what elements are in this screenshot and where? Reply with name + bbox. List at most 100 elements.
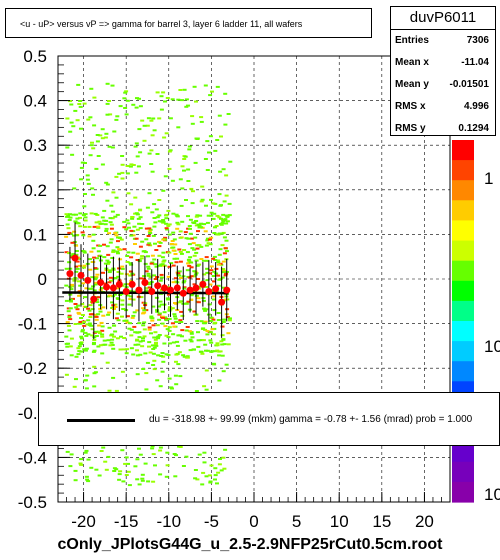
profile-point	[103, 283, 111, 291]
density-cell	[78, 225, 83, 228]
density-cell	[91, 239, 96, 242]
density-cell	[150, 254, 155, 257]
density-cell	[201, 297, 206, 300]
density-cell	[174, 353, 179, 356]
density-cell	[84, 306, 88, 309]
density-cell	[74, 253, 79, 256]
density-cell	[77, 103, 82, 105]
density-cell	[139, 257, 144, 260]
density-cell	[93, 330, 98, 333]
density-cell	[187, 145, 192, 148]
density-cell	[218, 350, 223, 353]
density-cell	[165, 451, 170, 454]
density-cell	[79, 317, 84, 319]
density-cell	[141, 307, 146, 310]
y-tick-label: -0.5	[18, 493, 47, 512]
density-cell	[85, 478, 90, 481]
density-cell	[166, 336, 171, 339]
density-cell	[180, 99, 185, 102]
density-cell	[66, 215, 71, 217]
density-cell	[205, 239, 210, 242]
density-cell	[195, 320, 200, 323]
density-cell	[92, 341, 96, 344]
density-cell	[81, 234, 86, 237]
density-cell	[91, 193, 95, 196]
density-cell	[171, 246, 176, 249]
density-cell	[92, 96, 97, 99]
density-cell	[167, 326, 172, 329]
profile-point	[205, 287, 213, 295]
density-cell	[92, 385, 97, 388]
density-cell	[129, 256, 134, 259]
density-cell	[178, 319, 183, 322]
density-cell	[76, 304, 81, 307]
density-cell	[75, 217, 80, 220]
density-cell	[120, 267, 125, 270]
density-cell	[130, 216, 135, 218]
density-cell	[76, 83, 81, 86]
density-cell	[172, 453, 177, 455]
density-cell	[109, 227, 114, 230]
density-cell	[175, 340, 180, 343]
density-cell	[100, 216, 105, 219]
density-cell	[176, 98, 181, 101]
y-tick-label: 0	[38, 270, 47, 289]
density-cell	[161, 189, 166, 192]
stats-box: duvP6011 Entries 7306 Mean x -11.04 Mean…	[390, 6, 496, 136]
density-cell	[221, 321, 226, 323]
density-cell	[192, 270, 197, 273]
density-cell	[88, 304, 93, 307]
density-cell	[180, 314, 185, 317]
density-cell	[180, 220, 185, 223]
density-cell	[72, 279, 77, 282]
density-cell	[164, 227, 169, 230]
density-cell	[157, 305, 162, 308]
profile-point	[199, 280, 207, 288]
density-cell	[82, 321, 86, 324]
density-cell	[136, 165, 141, 168]
density-cell	[224, 239, 229, 242]
density-cell	[149, 163, 154, 165]
y-tick-label: -0.4	[18, 448, 47, 467]
density-cell	[88, 258, 92, 261]
density-cell	[218, 458, 222, 460]
stats-row-entries: Entries 7306	[395, 29, 489, 51]
grid	[58, 55, 450, 503]
density-cell	[109, 279, 113, 282]
density-cell	[74, 234, 79, 237]
density-cell	[99, 450, 104, 452]
density-cell	[102, 209, 107, 212]
density-cell	[187, 148, 192, 151]
density-cell	[124, 456, 129, 459]
density-cell	[125, 348, 130, 351]
density-cell	[79, 178, 84, 181]
density-cell	[78, 100, 83, 102]
density-cell	[130, 217, 135, 220]
density-cell	[203, 158, 208, 160]
density-cell	[151, 352, 156, 355]
density-cell	[94, 335, 99, 337]
density-cell	[200, 198, 205, 201]
density-cell	[141, 368, 146, 370]
density-cell	[124, 113, 129, 116]
density-cell	[107, 271, 112, 274]
density-cell	[174, 383, 179, 386]
density-cell	[126, 294, 131, 297]
density-cell	[138, 151, 143, 154]
density-cell	[213, 474, 218, 477]
density-cell	[167, 150, 172, 153]
density-cell	[205, 259, 210, 262]
density-cell	[188, 218, 193, 221]
density-cell	[146, 480, 151, 483]
density-cell	[107, 145, 112, 148]
density-cell	[80, 330, 85, 333]
density-cell	[98, 310, 103, 313]
density-cell	[145, 124, 150, 127]
density-cell	[199, 120, 204, 123]
density-cell	[222, 269, 227, 272]
density-cell	[104, 227, 109, 230]
density-cell	[68, 318, 73, 321]
density-cell	[163, 316, 168, 319]
density-cell	[222, 236, 227, 239]
density-cell	[173, 243, 178, 246]
